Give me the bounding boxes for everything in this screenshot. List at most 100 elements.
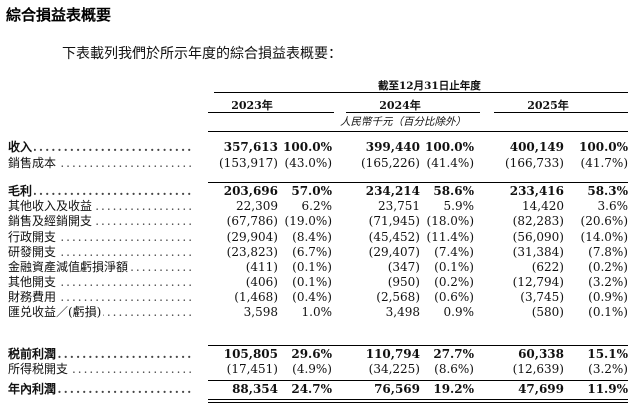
table-row: ........................................… bbox=[0, 362, 640, 377]
value-2025: (580) bbox=[531, 305, 564, 319]
subtotal-rule-gross-profit bbox=[208, 182, 628, 183]
year-rule-2024 bbox=[346, 112, 480, 113]
percent-2024: (41.4%) bbox=[426, 156, 474, 170]
percent-2025: (0.9%) bbox=[588, 290, 628, 304]
percent-2024: 27.7% bbox=[433, 347, 474, 361]
table-row: ........................................… bbox=[0, 275, 640, 290]
percent-2025: (3.2%) bbox=[588, 362, 628, 376]
percent-2023: (6.7%) bbox=[292, 245, 332, 259]
row-label-cell: ........................................… bbox=[8, 362, 192, 377]
percent-2025: (0.1%) bbox=[588, 305, 628, 319]
value-2023: 203,696 bbox=[223, 184, 278, 198]
percent-2024: (11.4%) bbox=[426, 230, 474, 244]
percent-2023: 6.2% bbox=[301, 199, 333, 213]
row-label: 銷售成本 bbox=[8, 156, 59, 170]
row-label-cell: ........................................… bbox=[8, 214, 192, 229]
value-2023: (153,917) bbox=[219, 156, 278, 170]
value-2024: 110,794 bbox=[365, 347, 420, 361]
percent-2025: 15.1% bbox=[587, 347, 628, 361]
table-row: ........................................… bbox=[0, 260, 640, 275]
value-2023: 105,805 bbox=[223, 347, 278, 361]
row-label: 所得税開支 bbox=[8, 362, 71, 376]
leader-dots: ........................................… bbox=[8, 140, 192, 154]
table-row: ........................................… bbox=[0, 214, 640, 229]
percent-2024: 19.2% bbox=[433, 382, 474, 396]
row-label: 年內利潤 bbox=[8, 382, 59, 396]
row-label: 研發開支 bbox=[8, 245, 59, 259]
row-label: 財務費用 bbox=[8, 290, 59, 304]
value-2024: 399,440 bbox=[365, 140, 420, 154]
percent-2023: 57.0% bbox=[291, 184, 332, 198]
value-2023: 22,309 bbox=[236, 199, 278, 213]
value-2023: (1,468) bbox=[234, 290, 278, 304]
value-2025: (3,745) bbox=[520, 290, 564, 304]
value-2023: (67,786) bbox=[226, 214, 278, 228]
value-2024: (29,407) bbox=[368, 245, 420, 259]
percent-2025: (0.2%) bbox=[588, 260, 628, 274]
percent-2023: 100.0% bbox=[283, 140, 332, 154]
table-row: ........................................… bbox=[0, 305, 640, 320]
percent-2023: (4.9%) bbox=[292, 362, 332, 376]
percent-2023: (0.1%) bbox=[292, 260, 332, 274]
percent-2025: (3.2%) bbox=[588, 275, 628, 289]
intro-paragraph: 下表載列我們於所示年度的綜合損益表概要： bbox=[62, 46, 342, 62]
table-row: ........................................… bbox=[0, 199, 640, 214]
row-label-cell: ........................................… bbox=[8, 199, 192, 214]
period-header: 截至12月31日止年度 bbox=[378, 80, 481, 92]
table-row: ........................................… bbox=[0, 382, 640, 397]
percent-2023: (0.1%) bbox=[292, 275, 332, 289]
value-2024: 76,569 bbox=[374, 382, 420, 396]
percent-2024: (0.2%) bbox=[434, 275, 474, 289]
row-label-cell: ........................................… bbox=[8, 260, 192, 275]
row-label-cell: ........................................… bbox=[8, 230, 192, 245]
percent-2024: (7.4%) bbox=[434, 245, 474, 259]
percent-2023: (8.4%) bbox=[292, 230, 332, 244]
value-2025: 233,416 bbox=[509, 184, 564, 198]
row-label-cell: ........................................… bbox=[8, 290, 192, 305]
value-2024: (2,568) bbox=[376, 290, 420, 304]
value-2025: (12,794) bbox=[512, 275, 564, 289]
row-label-cell: ........................................… bbox=[8, 347, 192, 362]
row-label-cell: ........................................… bbox=[8, 140, 192, 155]
table-row: ........................................… bbox=[0, 347, 640, 362]
value-2023: 357,613 bbox=[223, 140, 278, 154]
row-label-cell: ........................................… bbox=[8, 245, 192, 260]
subtotal-rule-profit-before-tax bbox=[208, 345, 628, 346]
total-double-rule-bottom bbox=[208, 402, 628, 403]
value-2024: 23,751 bbox=[378, 199, 420, 213]
value-2023: 3,598 bbox=[243, 305, 278, 319]
value-2025: (12,639) bbox=[512, 362, 564, 376]
value-2024: (347) bbox=[387, 260, 420, 274]
row-label: 其他開支 bbox=[8, 275, 59, 289]
row-label: 行政開支 bbox=[8, 230, 59, 244]
table-row: ........................................… bbox=[0, 184, 640, 199]
value-2025: (622) bbox=[531, 260, 564, 274]
table-row: ........................................… bbox=[0, 290, 640, 305]
value-2023: 88,354 bbox=[232, 382, 278, 396]
value-2025: (56,090) bbox=[512, 230, 564, 244]
row-label: 銷售及經銷開支 bbox=[8, 214, 95, 228]
table-row: ........................................… bbox=[0, 230, 640, 245]
year-rule-2023 bbox=[208, 112, 334, 113]
table-row: ........................................… bbox=[0, 140, 640, 155]
year-header-2023: 2023年 bbox=[231, 99, 273, 112]
table-row: ........................................… bbox=[0, 156, 640, 171]
percent-2025: (20.6%) bbox=[580, 214, 628, 228]
total-double-rule-top bbox=[208, 399, 628, 400]
value-2023: (23,823) bbox=[226, 245, 278, 259]
row-label: 税前利潤 bbox=[8, 347, 59, 361]
year-header-2025: 2025年 bbox=[527, 99, 569, 112]
value-2025: 47,699 bbox=[518, 382, 564, 396]
value-2023: (17,451) bbox=[226, 362, 278, 376]
row-label: 金融資產減值虧損淨額 bbox=[8, 260, 131, 274]
value-2025: 60,338 bbox=[518, 347, 564, 361]
percent-2025: (7.8%) bbox=[588, 245, 628, 259]
percent-2023: 29.6% bbox=[291, 347, 332, 361]
value-2025: (166,733) bbox=[505, 156, 564, 170]
section-heading: 綜合損益表概要 bbox=[6, 6, 112, 24]
value-2023: (411) bbox=[245, 260, 278, 274]
row-label: 收入 bbox=[8, 140, 35, 154]
row-label: 毛利 bbox=[8, 184, 35, 198]
percent-2024: 58.6% bbox=[433, 184, 474, 198]
